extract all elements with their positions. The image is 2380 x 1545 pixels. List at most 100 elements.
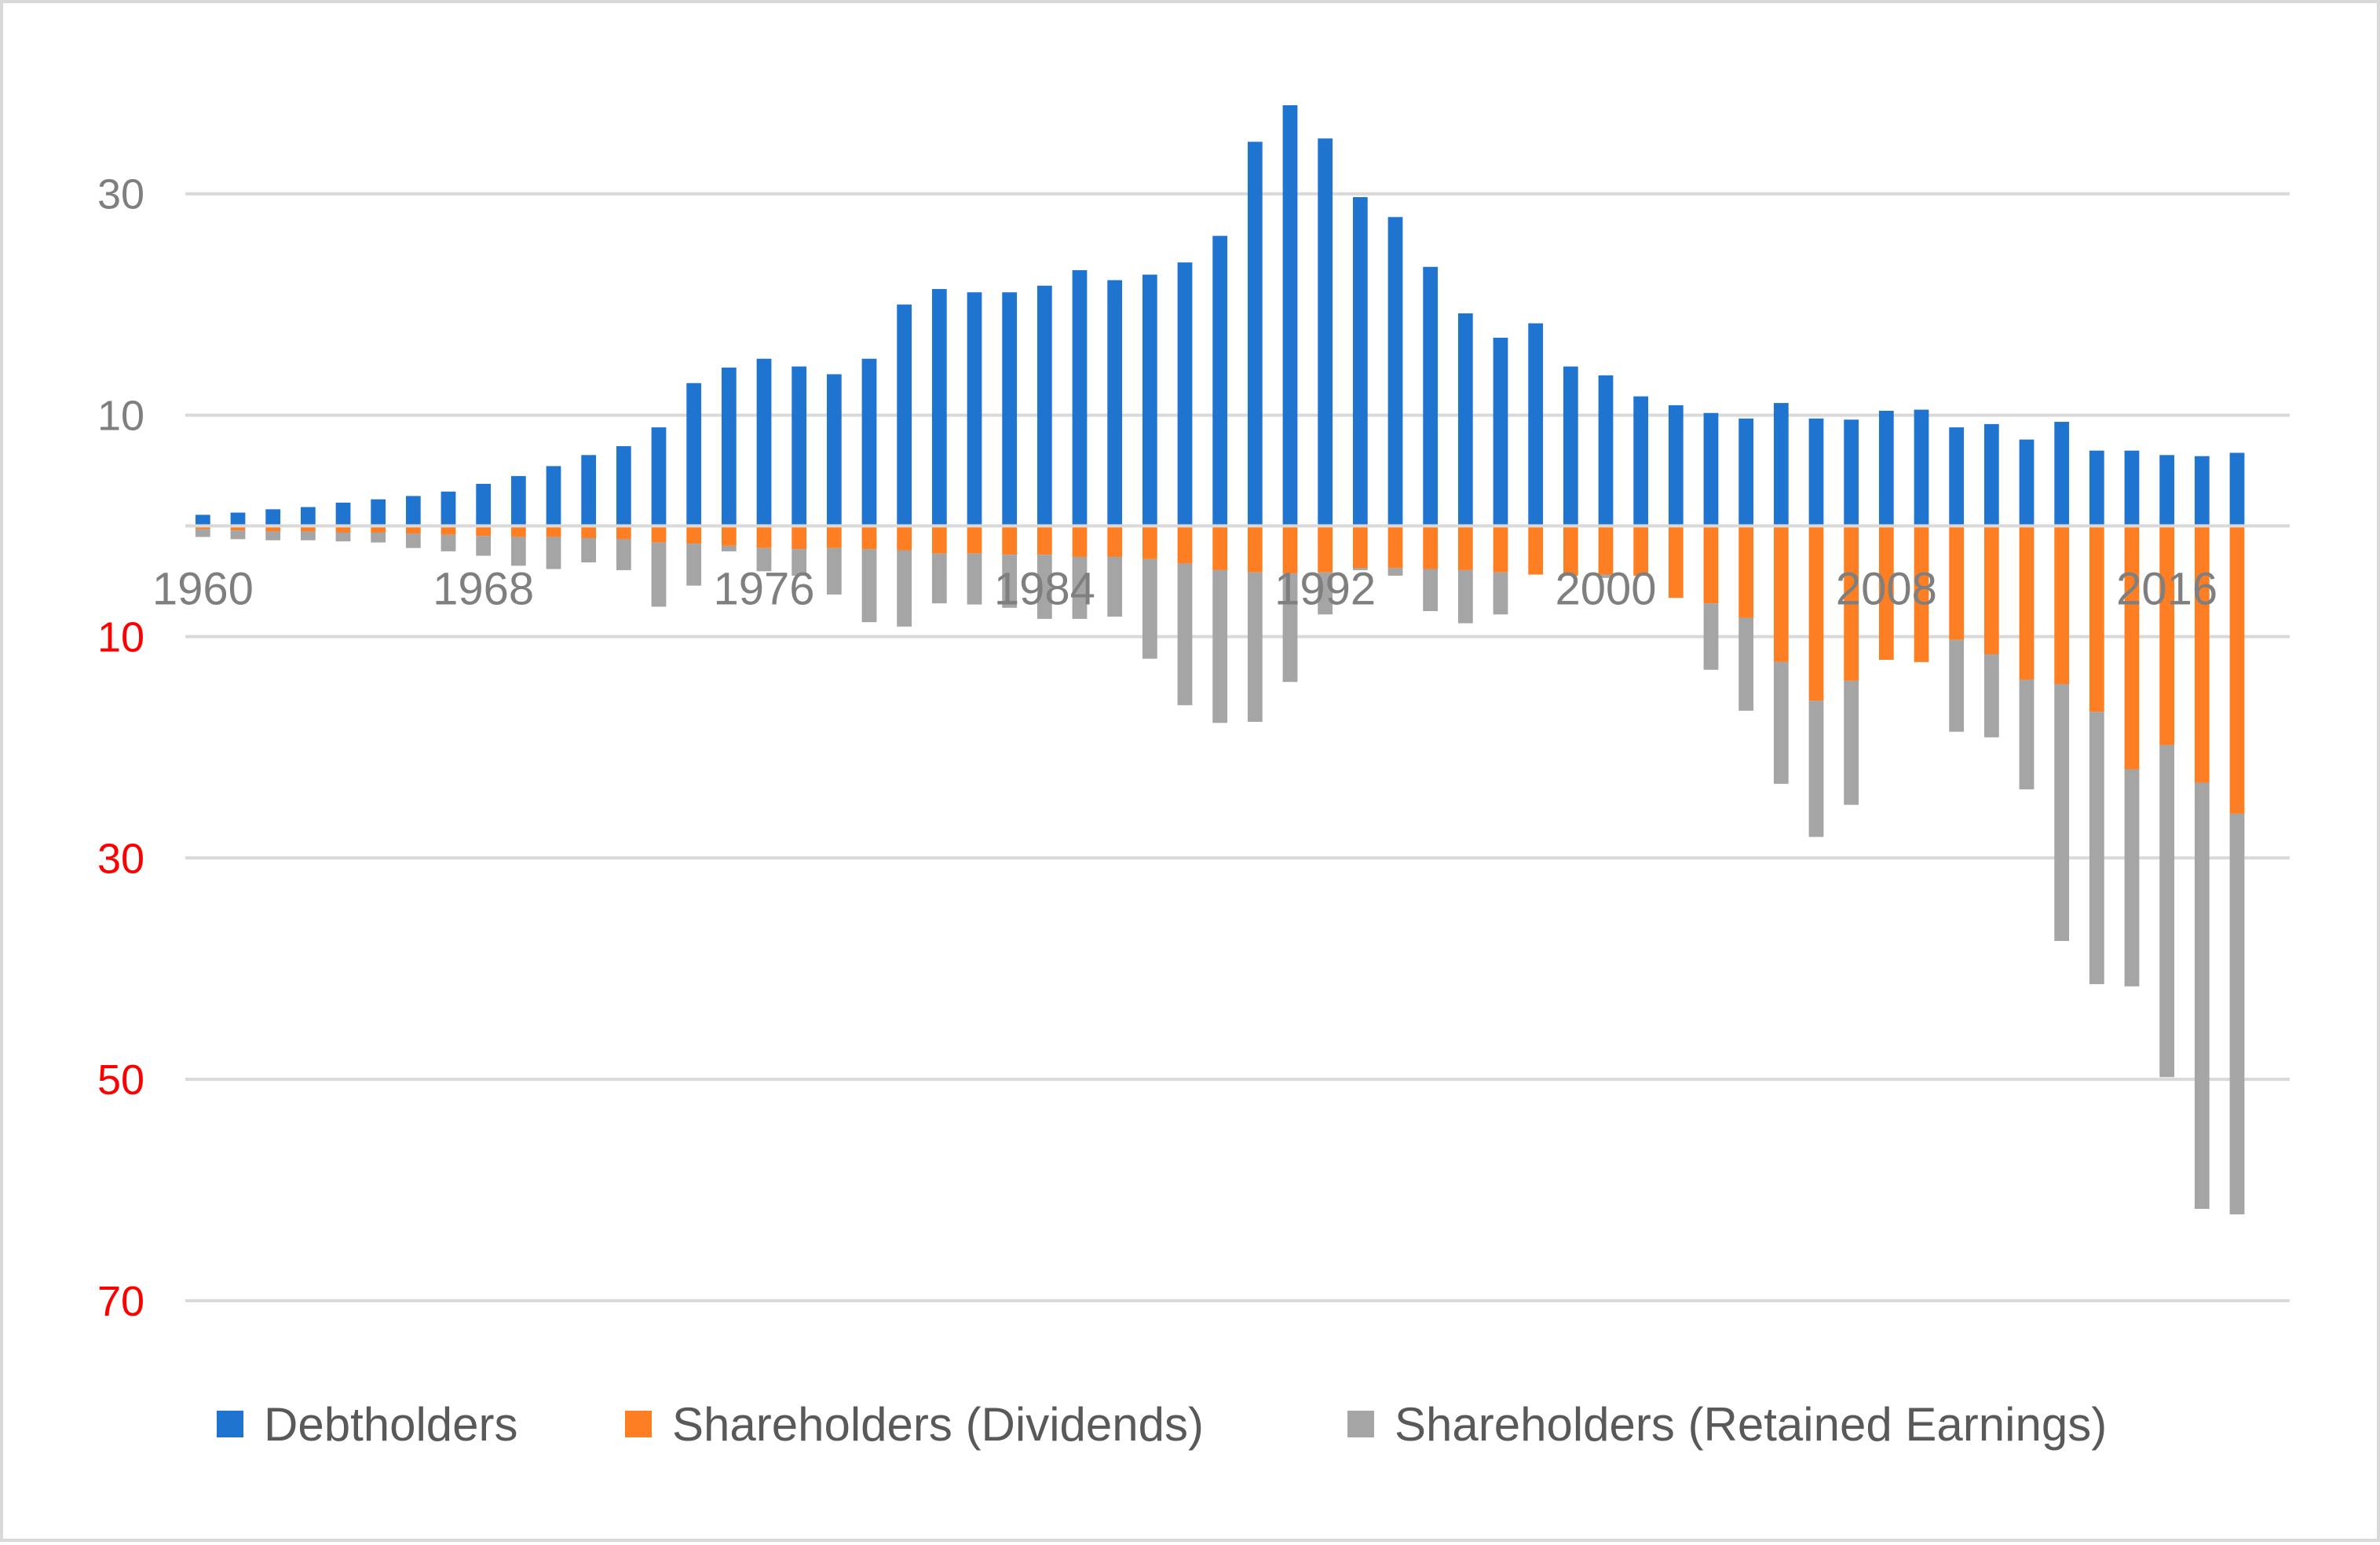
bar-shareholders-retained-earnings--1964 [335,532,351,542]
bar-debtholders-2001 [1633,396,1649,526]
bar-debtholders-2012 [2019,439,2035,526]
bar-shareholders-retained-earnings--2015 [2124,769,2140,987]
bar-shareholders-retained-earnings--1968 [476,536,492,556]
bar-debtholders-2013 [2054,422,2070,526]
bar-debtholders-2009 [1914,409,1929,526]
bar-debtholders-1975 [721,367,737,526]
bar-debtholders-1978 [826,374,842,526]
bar-shareholders-dividends--2013 [2054,525,2070,685]
bar-shareholders-dividends--1968 [476,525,492,536]
bar-shareholders-dividends--1976 [756,525,772,548]
bars [195,105,2245,1215]
bar-shareholders-dividends--2011 [1983,525,1999,654]
bar-shareholders-retained-earnings--2003 [1703,603,1719,670]
bar-debtholders-1980 [897,304,912,526]
bar-shareholders-retained-earnings--1993 [1352,568,1368,570]
bar-debtholders-2014 [2089,450,2104,526]
bar-shareholders-dividends--2004 [1738,525,1754,618]
bar-shareholders-dividends--1985 [1072,525,1088,557]
bar-debtholders-1994 [1387,217,1403,526]
bar-shareholders-dividends--1997 [1493,525,1508,573]
bar-debtholders-1962 [265,509,281,526]
bar-shareholders-retained-earnings--1990 [1247,572,1263,722]
legend-swatch [217,1411,243,1437]
y-tick-label: 50 [97,1056,144,1104]
bar-debtholders-2005 [1773,403,1789,526]
x-tick-label: 1960 [152,564,254,615]
bar-shareholders-dividends--1982 [967,525,982,554]
bar-shareholders-dividends--1972 [616,525,631,540]
bar-shareholders-retained-earnings--1995 [1423,569,1439,612]
bar-debtholders-2004 [1738,418,1754,526]
bar-shareholders-dividends--1979 [861,525,877,550]
bar-shareholders-retained-earnings--2000 [1598,574,1614,578]
bar-shareholders-retained-earnings--2011 [1983,654,1999,738]
bar-debtholders-1983 [1002,292,1018,526]
bar-shareholders-dividends--2010 [1949,525,1965,640]
bar-debtholders-1964 [335,502,351,526]
y-tick-label: 30 [97,171,144,218]
bar-shareholders-retained-earnings--1970 [546,536,561,569]
bar-shareholders-retained-earnings--1961 [230,530,246,540]
bar-debtholders-1965 [371,499,386,526]
bar-debtholders-1988 [1177,262,1193,526]
bar-shareholders-dividends--2006 [1808,525,1824,701]
bar-shareholders-dividends--1983 [1002,525,1018,555]
bar-debtholders-2015 [2124,450,2140,526]
bar-shareholders-dividends--1987 [1142,525,1157,559]
bar-debtholders-1995 [1423,266,1439,526]
y-tick-label: 30 [97,835,144,882]
bar-shareholders-retained-earnings--2013 [2054,684,2070,941]
x-tick-label: 1984 [994,564,1095,615]
bar-shareholders-dividends--1966 [405,525,421,534]
bar-debtholders-1989 [1212,236,1228,526]
bar-shareholders-retained-earnings--1966 [405,533,421,548]
bar-shareholders-retained-earnings--1972 [616,539,631,570]
bar-shareholders-dividends--1990 [1247,525,1263,573]
bar-shareholders-dividends--1992 [1318,525,1333,573]
bar-debtholders-1990 [1247,141,1263,526]
bar-shareholders-retained-earnings--2010 [1949,639,1965,732]
legend-label: Shareholders (Dividends) [672,1398,1204,1451]
bar-debtholders-1973 [651,427,667,526]
y-axis-ticks: 30 10 10 30 50 70 [97,171,144,1325]
bar-shareholders-dividends--1993 [1352,525,1368,569]
bar-shareholders-retained-earnings--2006 [1808,701,1824,837]
bar-debtholders-2016 [2159,455,2175,526]
bar-debtholders-1966 [405,496,421,526]
bar-shareholders-dividends--1973 [651,525,667,543]
bar-debtholders-1993 [1352,196,1368,526]
bar-shareholders-dividends--1984 [1036,525,1052,555]
legend: Debtholders Shareholders (Dividends) Share… [217,1398,2107,1451]
bar-shareholders-dividends--1996 [1457,525,1473,570]
bar-debtholders-1979 [861,358,877,526]
bar-shareholders-dividends--2005 [1773,525,1789,662]
bar-shareholders-retained-earnings--1963 [300,531,316,540]
bar-shareholders-retained-earnings--2018 [2229,813,2245,1215]
bar-shareholders-retained-earnings--2005 [1773,661,1789,784]
bar-shareholders-dividends--2012 [2019,525,2035,680]
bar-shareholders-retained-earnings--1986 [1107,556,1123,617]
bar-shareholders-retained-earnings--1996 [1457,569,1473,624]
bar-debtholders-2008 [1878,410,1894,526]
bar-shareholders-dividends--2007 [1844,525,1859,681]
bar-shareholders-dividends--1986 [1107,525,1123,557]
bar-debtholders-2002 [1668,405,1684,526]
bar-shareholders-dividends--1970 [546,525,561,537]
bar-shareholders-dividends--2001 [1633,525,1649,576]
bar-shareholders-retained-earnings--1994 [1387,568,1403,576]
bar-debtholders-2003 [1703,412,1719,526]
bar-shareholders-dividends--1969 [510,525,526,537]
bar-shareholders-dividends--1978 [826,525,842,548]
bar-shareholders-dividends--1980 [897,525,912,551]
bar-shareholders-retained-earnings--2004 [1738,617,1754,711]
bar-shareholders-dividends--2003 [1703,525,1719,604]
x-tick-label: 2008 [1836,564,1937,615]
bar-shareholders-dividends--2018 [2229,525,2245,814]
bar-shareholders-retained-earnings--2017 [2194,782,2210,1210]
bar-shareholders-dividends--2008 [1878,525,1894,661]
bar-shareholders-dividends--1981 [931,525,947,554]
bar-shareholders-retained-earnings--1969 [510,536,526,566]
bar-debtholders-1967 [441,491,456,526]
